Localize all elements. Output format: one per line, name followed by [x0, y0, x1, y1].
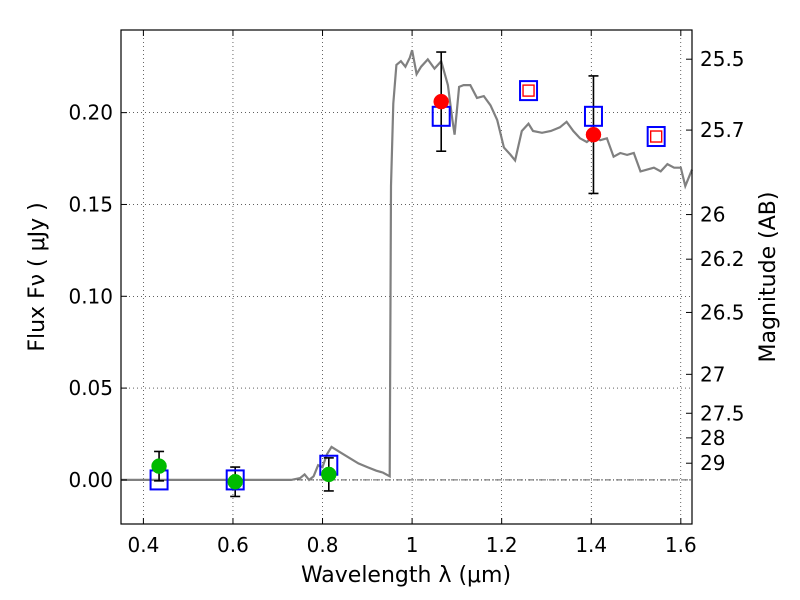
- y-tick-label: 0.05: [68, 376, 113, 400]
- x-tick-label: 1.4: [575, 533, 607, 557]
- red-inner-square: [522, 84, 535, 97]
- model-photometry-square: [583, 105, 603, 127]
- mag-tick-label: 26.2: [700, 247, 745, 271]
- axes: 0.4 0.6 0.8 1 1.2 1.4 1.6 0.00 0.05 0.10 0.15 0.20 2…: [68, 30, 745, 557]
- x-tick-label: 1.2: [486, 533, 518, 557]
- mag-tick-label: 25.7: [700, 118, 745, 142]
- model-photometry-square: [646, 126, 666, 148]
- y-tick-label: 0.20: [68, 101, 113, 125]
- mag-tick-label: 27.5: [700, 401, 745, 425]
- x-axis-label: Wavelength λ (μm): [301, 563, 511, 588]
- y-axis-label: Flux Fν ( μJy ): [25, 202, 50, 351]
- grid: [121, 30, 692, 524]
- plot-frame: [120, 29, 693, 525]
- mag-tick-label: 28: [700, 426, 725, 450]
- mag-tick-label: 29: [700, 451, 725, 475]
- x-tick-label: 0.4: [127, 533, 159, 557]
- x-tick-label: 1.6: [665, 533, 697, 557]
- x-tick-label: 0.6: [217, 533, 249, 557]
- mag-tick-label: 26: [700, 203, 725, 227]
- mag-tick-label: 27: [700, 362, 725, 386]
- observed-point: [151, 458, 167, 474]
- observed-point: [585, 126, 602, 143]
- observed-point: [321, 466, 337, 483]
- y-tick-label: 0.15: [68, 192, 113, 216]
- observed-point: [433, 93, 449, 110]
- model-sed-line: [121, 49, 694, 482]
- plot-area: [121, 49, 694, 498]
- x-tick-label: 1: [406, 533, 419, 557]
- y2-axis-label: Magnitude (AB): [756, 192, 781, 363]
- observed-point: [227, 474, 243, 490]
- model-photometry-square: [519, 80, 539, 102]
- x-tick-label: 0.8: [307, 533, 339, 557]
- mag-tick-label: 26.5: [700, 300, 745, 324]
- mag-tick-label: 25.5: [700, 47, 745, 71]
- y-tick-label: 0.00: [68, 468, 113, 492]
- y-tick-label: 0.10: [68, 284, 113, 308]
- red-inner-square: [649, 130, 663, 143]
